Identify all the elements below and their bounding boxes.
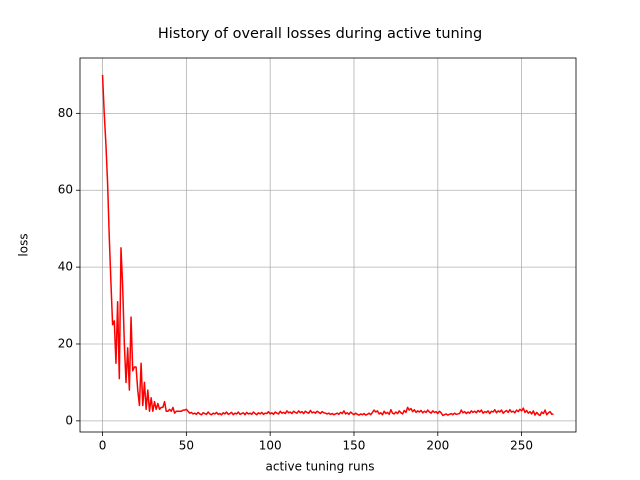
y-tick-label: 0 bbox=[65, 413, 73, 427]
x-tick-label: 0 bbox=[99, 439, 107, 453]
plot-frame bbox=[79, 57, 577, 433]
y-tick-label: 40 bbox=[58, 260, 73, 274]
x-tick-label: 50 bbox=[179, 439, 194, 453]
y-tick-label: 60 bbox=[58, 183, 73, 197]
chart-title: History of overall losses during active … bbox=[158, 26, 482, 42]
x-tick-label: 150 bbox=[343, 439, 366, 453]
y-tick-label: 80 bbox=[58, 106, 73, 120]
y-axis-label: loss bbox=[17, 233, 31, 256]
x-axis-label: active tuning runs bbox=[266, 460, 375, 474]
x-tick-label: 250 bbox=[510, 439, 533, 453]
data-line bbox=[101, 74, 554, 417]
x-tick-label: 100 bbox=[259, 439, 282, 453]
x-tick-label: 200 bbox=[426, 439, 449, 453]
y-tick-label: 20 bbox=[58, 336, 73, 350]
